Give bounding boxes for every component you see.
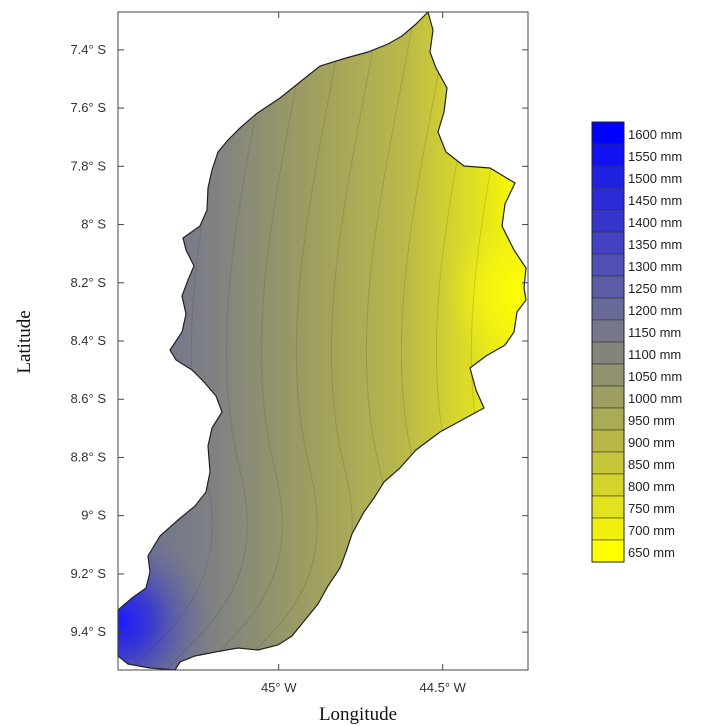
legend-swatch: [591, 121, 625, 145]
y-tick-label: 9.4° S: [70, 624, 106, 639]
x-tick-label: 44.5° W: [420, 680, 467, 695]
legend-label: 1550 mm: [628, 149, 682, 164]
y-tick-label: 7.8° S: [70, 158, 106, 173]
legend-swatch: [591, 143, 625, 167]
y-tick-label: 7.6° S: [70, 100, 106, 115]
y-tick-label: 8.8° S: [70, 449, 106, 464]
legend-swatch: [591, 253, 625, 277]
isohyet-line: [144, 12, 276, 670]
legend-label: 650 mm: [628, 545, 675, 560]
legend-swatch: [591, 407, 625, 431]
y-axis: 7.4° S 7.6° S 7.8° S 8° S 8.2° S 8.4° S 8.6° S…: [70, 42, 528, 639]
legend-swatch: [591, 363, 625, 387]
y-tick-label: 8.2° S: [70, 275, 106, 290]
legend-label: 1050 mm: [628, 369, 682, 384]
legend-swatch: [591, 297, 625, 321]
legend-label: 1250 mm: [628, 281, 682, 296]
legend-swatch: [591, 451, 625, 475]
isohyet-line: [214, 12, 346, 670]
legend-label: 1500 mm: [628, 171, 682, 186]
legend-label: 1300 mm: [628, 259, 682, 274]
legend-label: 1350 mm: [628, 237, 682, 252]
legend-swatch: [591, 275, 625, 299]
legend-label: 950 mm: [628, 413, 675, 428]
x-tick-label: 45° W: [261, 680, 297, 695]
y-axis-title: Latitude: [14, 310, 35, 373]
legend-swatch: [591, 319, 625, 343]
legend-swatch: [591, 495, 625, 519]
legend-swatch: [591, 473, 625, 497]
legend-label: 900 mm: [628, 435, 675, 450]
legend-label: 750 mm: [628, 501, 675, 516]
legend-label: 1000 mm: [628, 391, 682, 406]
legend-swatch: [591, 341, 625, 365]
legend-label: 1100 mm: [628, 347, 681, 362]
y-tick-label: 9.2° S: [70, 566, 106, 581]
basin-outline: [117, 10, 527, 671]
y-tick-label: 8.6° S: [70, 391, 106, 406]
legend-label: 1600 mm: [628, 127, 682, 142]
legend-swatch: [591, 187, 625, 211]
x-axis: 45° W 44.5° W: [261, 12, 467, 695]
legend-label: 700 mm: [628, 523, 675, 538]
legend-swatch: [591, 165, 625, 189]
legend-swatch: [591, 231, 625, 255]
x-axis-title: Longitude: [319, 704, 397, 725]
y-tick-label: 8.4° S: [70, 333, 106, 348]
river-basin: [117, 10, 527, 671]
legend-swatch: [591, 539, 625, 563]
legend-label: 1200 mm: [628, 303, 682, 318]
legend-label: 1400 mm: [628, 215, 682, 230]
y-tick-label: 7.4° S: [70, 42, 106, 57]
legend-label: 1150 mm: [628, 325, 681, 340]
y-tick-label: 8° S: [81, 217, 106, 232]
legend-swatch: [591, 209, 625, 233]
legend-swatch: [591, 385, 625, 409]
legend-swatch: [591, 429, 625, 453]
color-legend: 1600 mm 1550 mm 1500 mm 1450 mm 1400 mm 1350 …: [591, 121, 682, 563]
legend-frame: [591, 121, 625, 563]
low-precip-zone: [118, 12, 526, 670]
legend-swatch: [591, 517, 625, 541]
isohyet-line: [179, 12, 311, 670]
legend-label: 850 mm: [628, 457, 675, 472]
legend-label: 800 mm: [628, 479, 675, 494]
y-tick-label: 9° S: [81, 508, 106, 523]
legend-label: 1450 mm: [628, 193, 682, 208]
